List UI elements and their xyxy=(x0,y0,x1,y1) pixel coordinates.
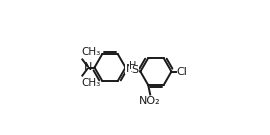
Text: S: S xyxy=(132,65,139,75)
Text: CH₃: CH₃ xyxy=(82,78,101,88)
Text: CH₃: CH₃ xyxy=(82,47,101,57)
Text: N: N xyxy=(84,63,93,72)
Text: H: H xyxy=(129,61,136,71)
Text: NO₂: NO₂ xyxy=(139,96,161,106)
Text: N: N xyxy=(126,64,134,74)
Text: Cl: Cl xyxy=(176,67,187,77)
